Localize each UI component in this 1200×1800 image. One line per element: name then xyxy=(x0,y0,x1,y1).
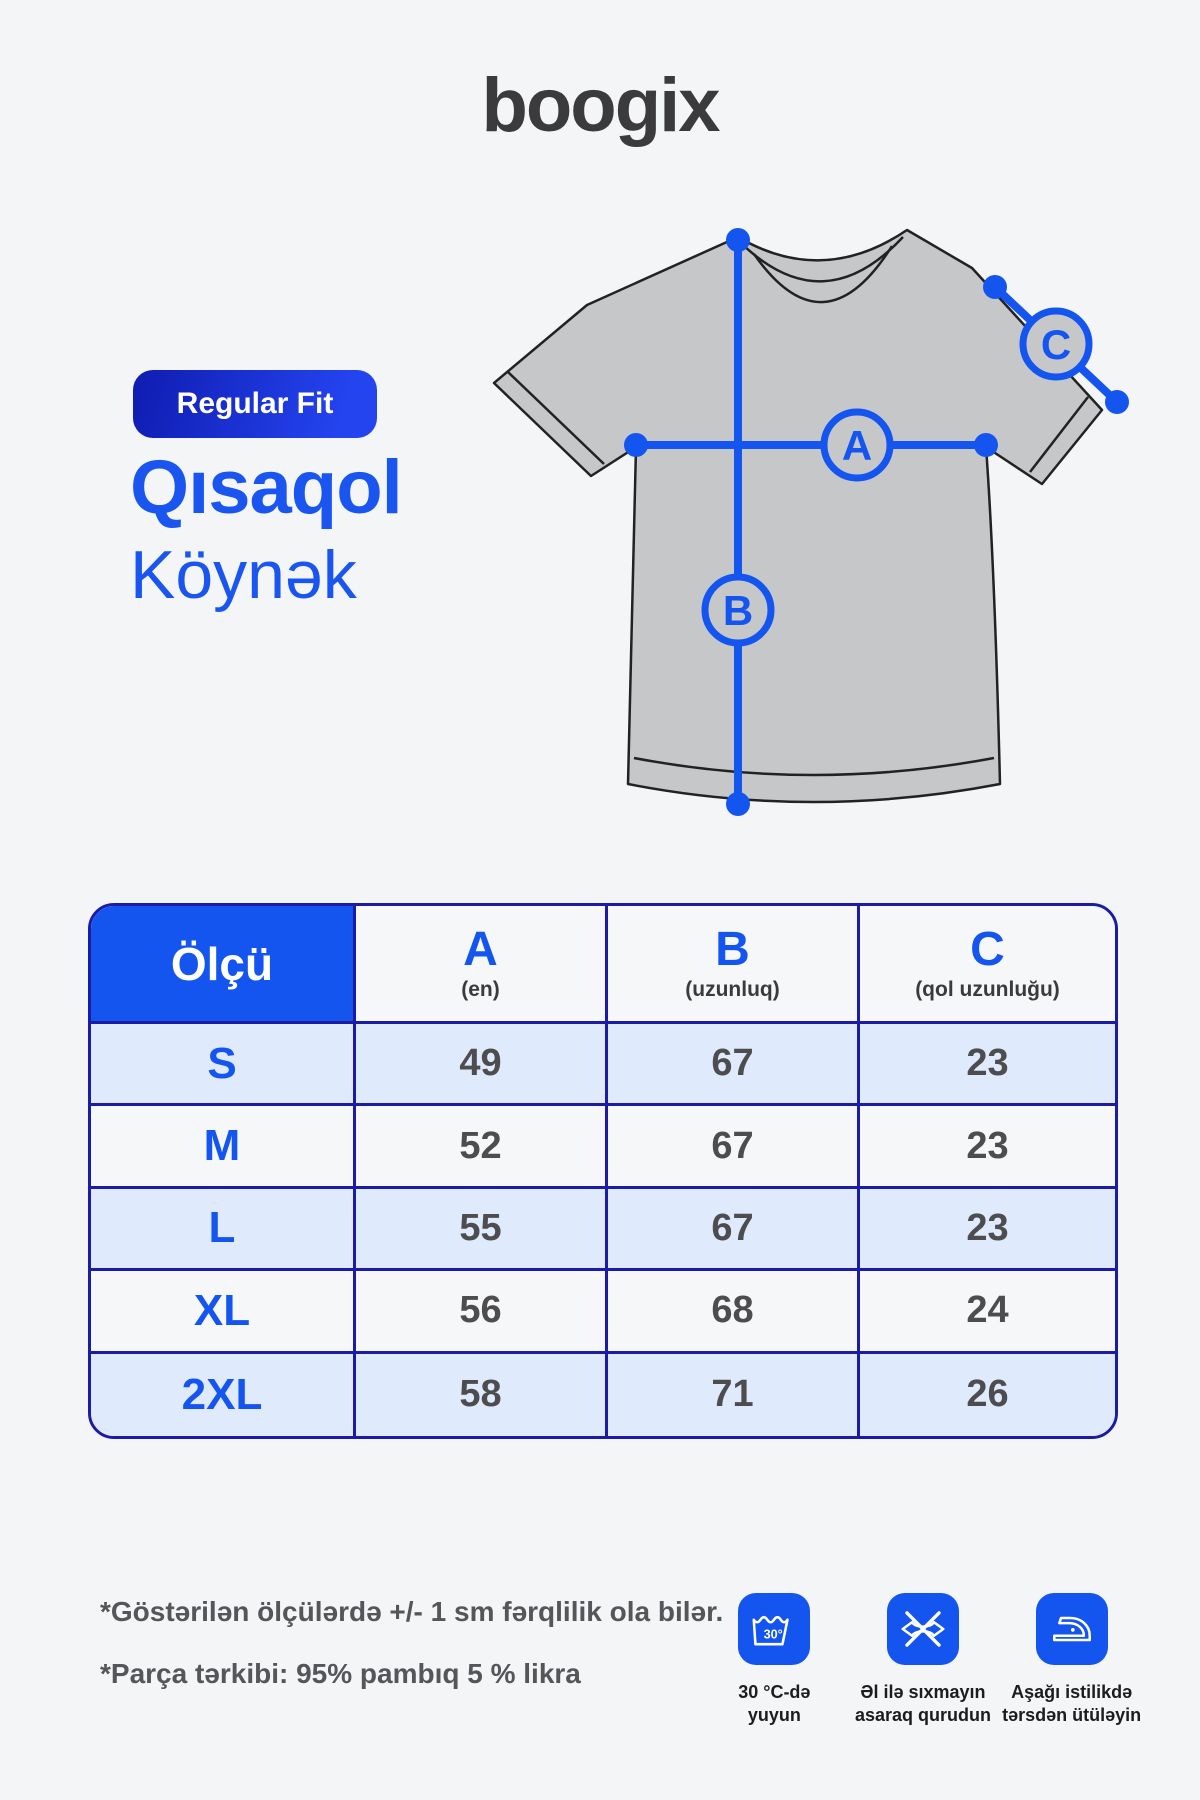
measure-dots xyxy=(624,228,1129,816)
table-row-l-b: 67 xyxy=(608,1188,860,1272)
table-row-s-b: 67 xyxy=(608,1024,860,1107)
table-row-2xl-c: 26 xyxy=(860,1353,1115,1436)
header-sub-b: (uzunluq) xyxy=(685,977,780,1001)
care-item-iron: Aşağı istilikdə tərsdən ütüləyin xyxy=(997,1593,1146,1727)
table-row-xl-c: 24 xyxy=(860,1271,1115,1354)
measure-a-label: A xyxy=(842,422,872,469)
care-label-no-wring: Əl ilə sıxmayın asaraq qurudun xyxy=(854,1682,992,1725)
table-row-xl-b: 68 xyxy=(608,1271,860,1354)
care-item-no-wring: Əl ilə sıxmayın asaraq qurudun xyxy=(849,1593,998,1727)
iron-low-icon xyxy=(1035,1593,1108,1665)
tshirt-measurement-diagram: A B C xyxy=(492,228,1129,816)
size-table-header-size: Ölçü xyxy=(91,906,356,1024)
no-wring-icon xyxy=(887,1593,959,1665)
size-table-header-a: A (en) xyxy=(356,906,608,1024)
measure-b-label: B xyxy=(723,587,753,634)
table-row-s-size: S xyxy=(91,1024,356,1107)
table-row-l-a: 55 xyxy=(356,1188,608,1272)
table-row-2xl-a: 58 xyxy=(356,1353,608,1436)
header-letter-b: B xyxy=(715,922,750,976)
size-table-header-c: C (qol uzunluğu) xyxy=(860,906,1115,1024)
table-row-l-c: 23 xyxy=(860,1188,1115,1272)
tshirt-outline xyxy=(492,228,1104,804)
header-letter-c: C xyxy=(970,922,1005,976)
measure-a-badge xyxy=(820,408,894,482)
product-title-line1: Qısaqol xyxy=(130,445,403,530)
table-row-l-size: L xyxy=(91,1188,356,1272)
care-label-wash: 30 °C-də yuyun xyxy=(738,1682,811,1725)
right-cuff-fold xyxy=(1029,396,1089,473)
table-row-m-size: M xyxy=(91,1106,356,1189)
size-table: Ölçü A (en) B (uzunluq) C (qol uzunluğu)… xyxy=(88,903,1118,1439)
table-row-s-c: 23 xyxy=(860,1024,1115,1107)
collar-inner-edge xyxy=(752,245,894,304)
header-letter-a: A xyxy=(463,922,498,976)
care-item-wash: 30° 30 °C-də yuyun xyxy=(700,1593,849,1727)
product-title-line2: Köynək xyxy=(130,537,357,613)
table-row-2xl-b: 71 xyxy=(608,1353,860,1436)
table-row-m-c: 23 xyxy=(860,1106,1115,1189)
collar-outer-seam xyxy=(741,236,904,283)
fit-badge: Regular Fit xyxy=(133,370,377,438)
header-sub-a: (en) xyxy=(461,977,500,1001)
measure-c-badge xyxy=(1019,307,1093,381)
tolerance-note: *Göstərilən ölçülərdə +/- 1 sm fərqlilik… xyxy=(100,1596,724,1627)
measure-badges: A B C xyxy=(701,307,1093,647)
fabric-note: *Parça tərkibi: 95% pambıq 5 % likra xyxy=(100,1658,581,1689)
care-instructions: 30° 30 °C-də yuyun Əl ilə sıxmayın asara… xyxy=(700,1593,1146,1727)
measure-c-label: C xyxy=(1041,321,1071,368)
measure-b-badge xyxy=(701,573,775,647)
left-cuff-fold xyxy=(507,371,605,465)
brand-logo: boogix xyxy=(481,63,720,148)
table-row-xl-size: XL xyxy=(91,1271,356,1354)
table-row-m-a: 52 xyxy=(356,1106,608,1189)
care-label-iron: Aşağı istilikdə tərsdən ütüləyin xyxy=(1002,1682,1142,1725)
size-table-header-b: B (uzunluq) xyxy=(608,906,860,1024)
table-row-m-b: 67 xyxy=(608,1106,860,1189)
table-row-xl-a: 56 xyxy=(356,1271,608,1354)
table-row-s-a: 49 xyxy=(356,1024,608,1107)
wash-30-icon: 30° xyxy=(738,1593,811,1665)
hem-inner-line xyxy=(633,756,995,777)
wash-temp-text: 30° xyxy=(764,1627,783,1641)
fit-badge-label: Regular Fit xyxy=(176,387,334,420)
table-row-2xl-size: 2XL xyxy=(91,1353,356,1436)
header-sub-c: (qol uzunluğu) xyxy=(915,977,1060,1001)
